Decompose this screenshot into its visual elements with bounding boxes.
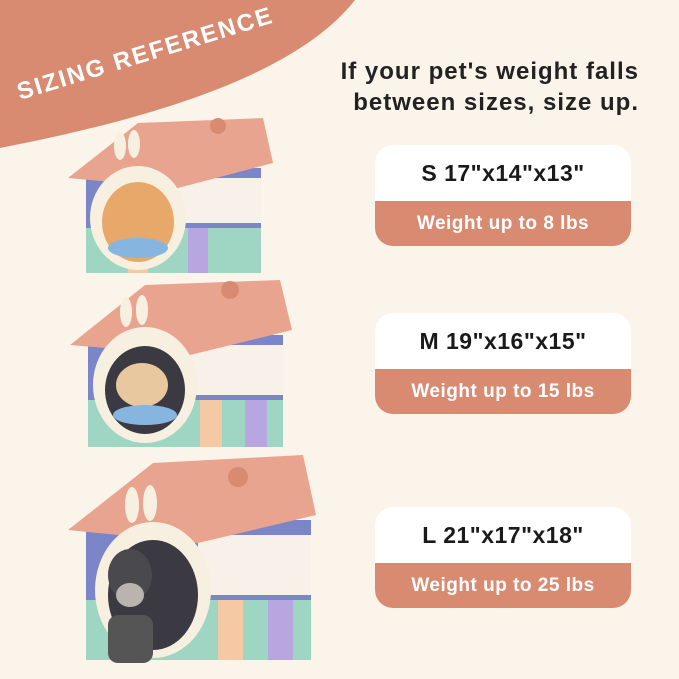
size-card-medium: M 19"x16"x15" Weight up to 15 lbs — [375, 313, 631, 414]
house-image-medium-with-cat — [70, 280, 292, 447]
size-dimensions: L 21"x17"x18" — [422, 521, 584, 548]
size-dimensions: S 17"x14"x13" — [421, 159, 585, 186]
size-card-large: L 21"x17"x18" Weight up to 25 lbs — [375, 507, 631, 608]
size-weight-limit: Weight up to 15 lbs — [375, 369, 631, 414]
size-card-small: S 17"x14"x13" Weight up to 8 lbs — [375, 145, 631, 246]
size-advice-line1: If your pet's weight falls — [340, 58, 639, 85]
size-weight-limit: Weight up to 8 lbs — [375, 201, 631, 246]
house-image-small — [68, 118, 273, 273]
size-weight-limit: Weight up to 25 lbs — [375, 563, 631, 608]
house-image-large-with-dog — [68, 455, 316, 663]
sizing-reference-banner: SIZING REFERENCE — [0, 0, 355, 148]
size-advice: If your pet's weight falls between sizes… — [341, 56, 639, 118]
size-dimensions: M 19"x16"x15" — [419, 327, 587, 354]
size-advice-line2: between sizes, size up. — [353, 89, 639, 116]
